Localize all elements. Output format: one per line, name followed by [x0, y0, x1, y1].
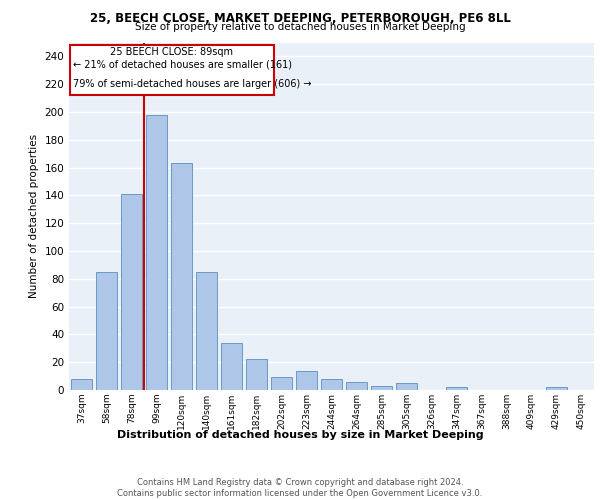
Bar [96, 272, 117, 390]
Bar [296, 370, 317, 390]
Text: Contains HM Land Registry data © Crown copyright and database right 2024.
Contai: Contains HM Land Registry data © Crown c… [118, 478, 482, 498]
Text: Distribution of detached houses by size in Market Deeping: Distribution of detached houses by size … [116, 430, 484, 440]
Text: ← 21% of detached houses are smaller (161): ← 21% of detached houses are smaller (16… [73, 60, 292, 70]
Bar [396, 383, 417, 390]
Bar [146, 115, 167, 390]
Bar [346, 382, 367, 390]
Bar [321, 379, 342, 390]
FancyBboxPatch shape [70, 46, 274, 96]
Bar [121, 194, 142, 390]
Bar [446, 387, 467, 390]
Text: 79% of semi-detached houses are larger (606) →: 79% of semi-detached houses are larger (… [73, 80, 312, 90]
Bar [271, 378, 292, 390]
Text: Size of property relative to detached houses in Market Deeping: Size of property relative to detached ho… [134, 22, 466, 32]
Bar [546, 387, 567, 390]
Bar [171, 164, 192, 390]
Y-axis label: Number of detached properties: Number of detached properties [29, 134, 39, 298]
Bar [371, 386, 392, 390]
Bar [71, 379, 92, 390]
Bar [221, 342, 242, 390]
Bar [246, 360, 267, 390]
Bar [196, 272, 217, 390]
Text: 25, BEECH CLOSE, MARKET DEEPING, PETERBOROUGH, PE6 8LL: 25, BEECH CLOSE, MARKET DEEPING, PETERBO… [89, 12, 511, 26]
Text: 25 BEECH CLOSE: 89sqm: 25 BEECH CLOSE: 89sqm [110, 46, 233, 56]
